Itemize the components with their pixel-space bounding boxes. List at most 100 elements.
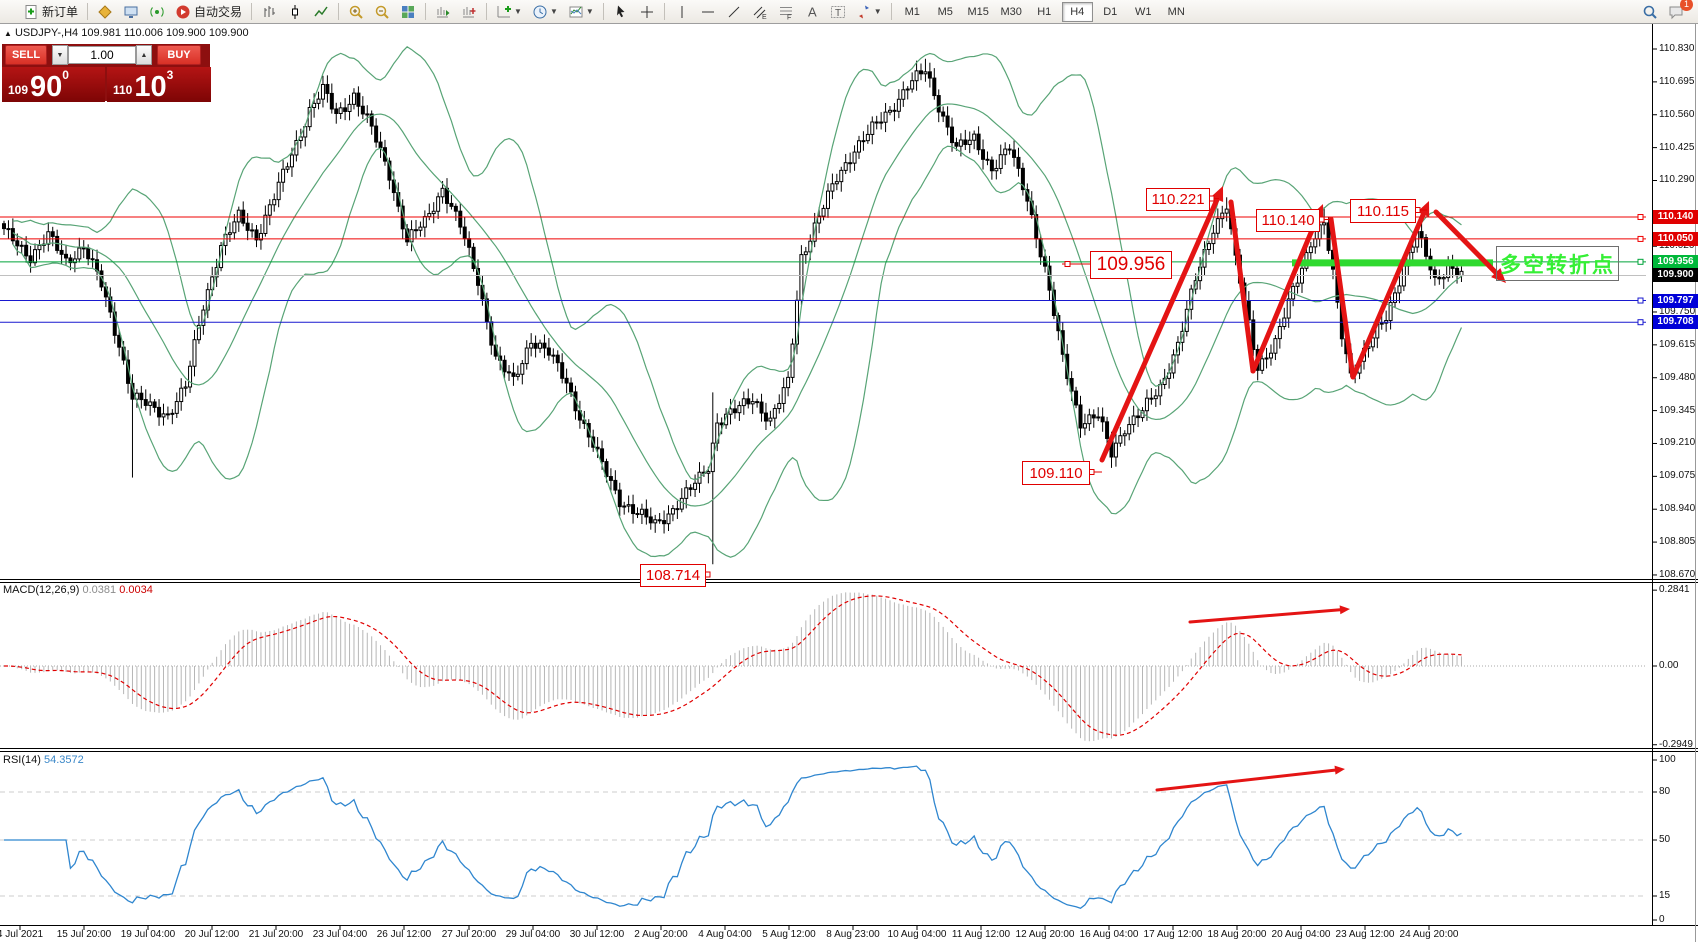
trendline-tool-button[interactable] [722,1,746,23]
volume-increase-button[interactable]: ▲ [136,45,152,65]
date-axis-label: 26 Jul 12:00 [376,929,432,940]
symbol-info-text: USDJPY-,H4 109.981 110.006 109.900 109.9… [14,27,249,39]
bar-chart-button[interactable] [257,1,281,23]
bar-chart-icon [261,4,277,20]
rsi-value: 54.3572 [43,754,84,766]
trend-arrow-line[interactable] [1328,216,1356,380]
candlestick-chart-button[interactable] [283,1,307,23]
trend-arrow-line[interactable] [1155,768,1340,792]
volume-input[interactable] [68,46,136,64]
auto-scroll-button[interactable] [431,1,455,23]
horizontal-line-tool-button[interactable] [696,1,720,23]
price-flag-109.110[interactable]: 109.110 [1022,461,1090,485]
clock-icon [532,4,548,20]
timeframe-button-m5[interactable]: M5 [937,5,953,18]
text-label-tool-button[interactable]: T [826,1,850,23]
timeframe-button-m30[interactable]: M30 [1000,5,1022,18]
date-axis-label: 17 Aug 12:00 [1143,929,1203,940]
tile-windows-button[interactable] [396,1,420,23]
arrows-tool-button[interactable]: ▼ [852,1,886,23]
hline-handle[interactable] [1637,319,1644,326]
price-flag-108.714[interactable]: 108.714 [640,564,706,587]
date-axis-label: 11 Aug 12:00 [951,929,1011,940]
hline-handle[interactable] [1637,297,1644,304]
timeframe-button-m1[interactable]: M1 [904,5,920,18]
price-tag-110.140: 110.140 [1653,210,1698,224]
signals-button[interactable] [145,1,169,23]
macd-axis-tick: 0.00 [1659,660,1679,671]
period-button[interactable]: ▼ [528,1,562,23]
sell-button[interactable]: SELL [5,45,47,65]
toolbar-separator [890,3,892,20]
date-axis-label: 10 Aug 04:00 [887,929,947,940]
trend-arrow-line[interactable] [1099,192,1222,463]
equidistant-channel-icon: E [752,4,768,20]
zoom-out-button[interactable] [370,1,394,23]
notifications-button[interactable]: 1 [1664,0,1693,23]
price-flag-110.115[interactable]: 110.115 [1350,199,1416,223]
search-button[interactable] [1638,1,1662,23]
bid-pips: 90 [30,71,63,103]
price-axis-tick: 110.560 [1659,108,1695,120]
gold-diamond-icon [97,4,113,20]
hline-handle[interactable] [1637,214,1644,221]
date-axis-label: 20 Jul 12:00 [184,929,240,940]
price-flag-110.221[interactable]: 110.221 [1146,188,1210,211]
vertical-line-tool-button[interactable] [670,1,694,23]
timeframe-button-d1[interactable]: D1 [1103,5,1118,18]
price-flag-110.140[interactable]: 110.140 [1256,209,1320,232]
fibonacci-tool-button[interactable]: F [774,1,798,23]
price-axis-tick: 109.345 [1659,404,1696,416]
timeframe-button-h1[interactable]: H1 [1037,5,1052,18]
market-watch-button[interactable] [93,1,117,23]
volume-decrease-button[interactable]: ▼ [52,45,68,65]
date-axis-label: 18 Aug 20:00 [1207,929,1267,940]
auto-trading-button[interactable]: 自动交易 [171,1,246,23]
candlestick-icon [287,4,303,20]
svg-text:E: E [762,14,767,20]
buy-button[interactable]: BUY [157,45,201,65]
text-tool-button[interactable]: A [800,1,824,23]
price-tag-109.708: 109.708 [1653,315,1698,330]
terminal-button[interactable] [119,1,143,23]
channel-tool-button[interactable]: E [748,1,772,23]
cursor-icon [613,4,629,20]
trend-arrow-line[interactable] [1228,199,1256,374]
monitor-icon [123,4,139,20]
zoom-in-button[interactable] [344,1,368,23]
timeframe-button-w1[interactable]: W1 [1134,5,1152,18]
rsi-axis-tick: 50 [1659,834,1671,845]
new-order-button[interactable]: 新订单 [19,1,82,23]
note-turning-point[interactable]: 多空转折点 [1496,246,1619,281]
line-chart-button[interactable] [309,1,333,23]
svg-text:T: T [835,8,841,19]
trend-arrow-line[interactable] [1188,608,1345,624]
macd-axis-tick: 0.2841 [1659,584,1690,596]
price-tag-109.900: 109.900 [1653,268,1698,283]
bid-price-display[interactable]: 109 90 0 [2,67,105,102]
trend-arrow-line[interactable] [1250,210,1322,374]
price-axis-tick: 110.290 [1659,174,1695,186]
fibonacci-icon: F [778,4,794,20]
crosshair-tool-button[interactable] [635,1,659,23]
hline-handle[interactable] [1637,258,1644,265]
trend-arrow-line[interactable] [1433,209,1502,279]
symbol-mini-icon: ▲ [4,29,12,38]
vertical-line-icon [674,4,690,20]
timeframe-button-m15[interactable]: M15 [967,5,989,18]
chart-shift-button[interactable] [457,1,481,23]
price-flag-109.956[interactable]: 109.956 [1090,251,1172,279]
hline-handle[interactable] [1637,235,1644,242]
timeframe-button-h4[interactable]: H4 [1061,1,1093,22]
cursor-tool-button[interactable] [609,1,633,23]
timeframe-button-mn[interactable]: MN [1167,5,1185,18]
price-axis-tick: 109.075 [1659,470,1696,482]
trend-arrow-line[interactable] [1350,207,1428,380]
zigzag-annotation [1099,186,1506,463]
templates-button[interactable]: ▼ [564,1,598,23]
date-axis-label: 27 Jul 20:00 [441,929,497,940]
toolbar-separator [425,3,427,20]
ask-price-display[interactable]: 110 10 3 [107,67,211,102]
add-indicator-button[interactable]: ▼ [492,1,526,23]
zoom-in-icon [348,4,364,20]
